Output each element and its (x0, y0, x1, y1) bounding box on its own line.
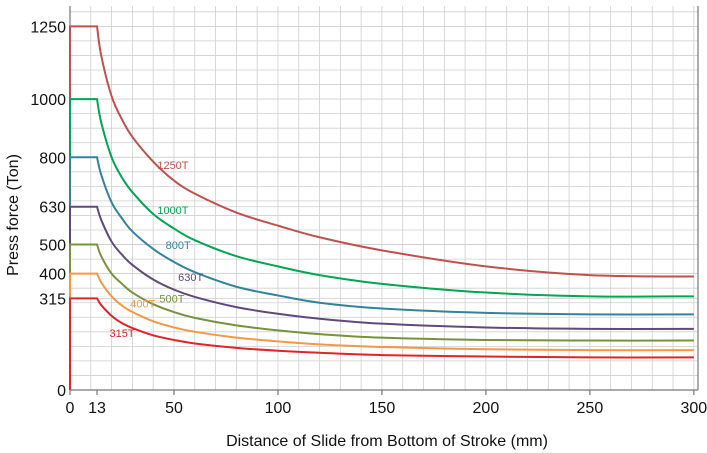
x-tick-label: 100 (265, 400, 292, 417)
series-label-315T: 315T (110, 328, 135, 340)
x-tick-labels: 0 13 50 100 150 200 250 300 (66, 400, 707, 417)
series-lines (69, 25, 694, 390)
series-line-800T (69, 156, 694, 390)
series-line-630T (69, 205, 694, 390)
series-label-1000T: 1000T (157, 205, 188, 217)
x-tick-label: 13 (88, 400, 106, 417)
y-tick-label: 630 (39, 200, 66, 217)
series-line-500T (69, 243, 694, 390)
y-tick-label: 315 (39, 291, 66, 308)
grid (70, 6, 698, 390)
x-tick-label: 200 (473, 400, 500, 417)
x-tick-label: 50 (165, 400, 183, 417)
y-tick-label: 400 (39, 267, 66, 284)
series-line-1000T (69, 98, 694, 390)
series-line-1250T (69, 25, 694, 390)
y-tick-label: 500 (39, 238, 66, 255)
series-label-1250T: 1250T (157, 160, 188, 172)
y-tick-label: 0 (57, 383, 66, 400)
y-axis-title: Press force (Ton) (5, 154, 22, 276)
y-tick-label: 1000 (30, 92, 66, 109)
x-axis-title: Distance of Slide from Bottom of Stroke … (226, 433, 548, 450)
y-tick-label: 800 (39, 150, 66, 167)
series-line-400T (69, 272, 694, 390)
series-line-315T (69, 297, 694, 390)
series-label-400T: 400T (130, 299, 155, 311)
x-tick-label: 0 (66, 400, 75, 417)
series-labels: 1250T 1000T 800T 630T 500T 400T 315T (110, 160, 204, 340)
series-label-500T: 500T (159, 294, 184, 306)
series-label-630T: 630T (178, 272, 203, 284)
series-label-800T: 800T (166, 240, 191, 252)
x-tick-label: 300 (680, 400, 707, 417)
x-tick-label: 250 (577, 400, 604, 417)
x-tick-label: 150 (369, 400, 396, 417)
y-tick-labels: 0 315 400 500 630 800 1000 1250 (30, 19, 66, 400)
y-tick-label: 1250 (30, 19, 66, 36)
axes (69, 6, 699, 395)
